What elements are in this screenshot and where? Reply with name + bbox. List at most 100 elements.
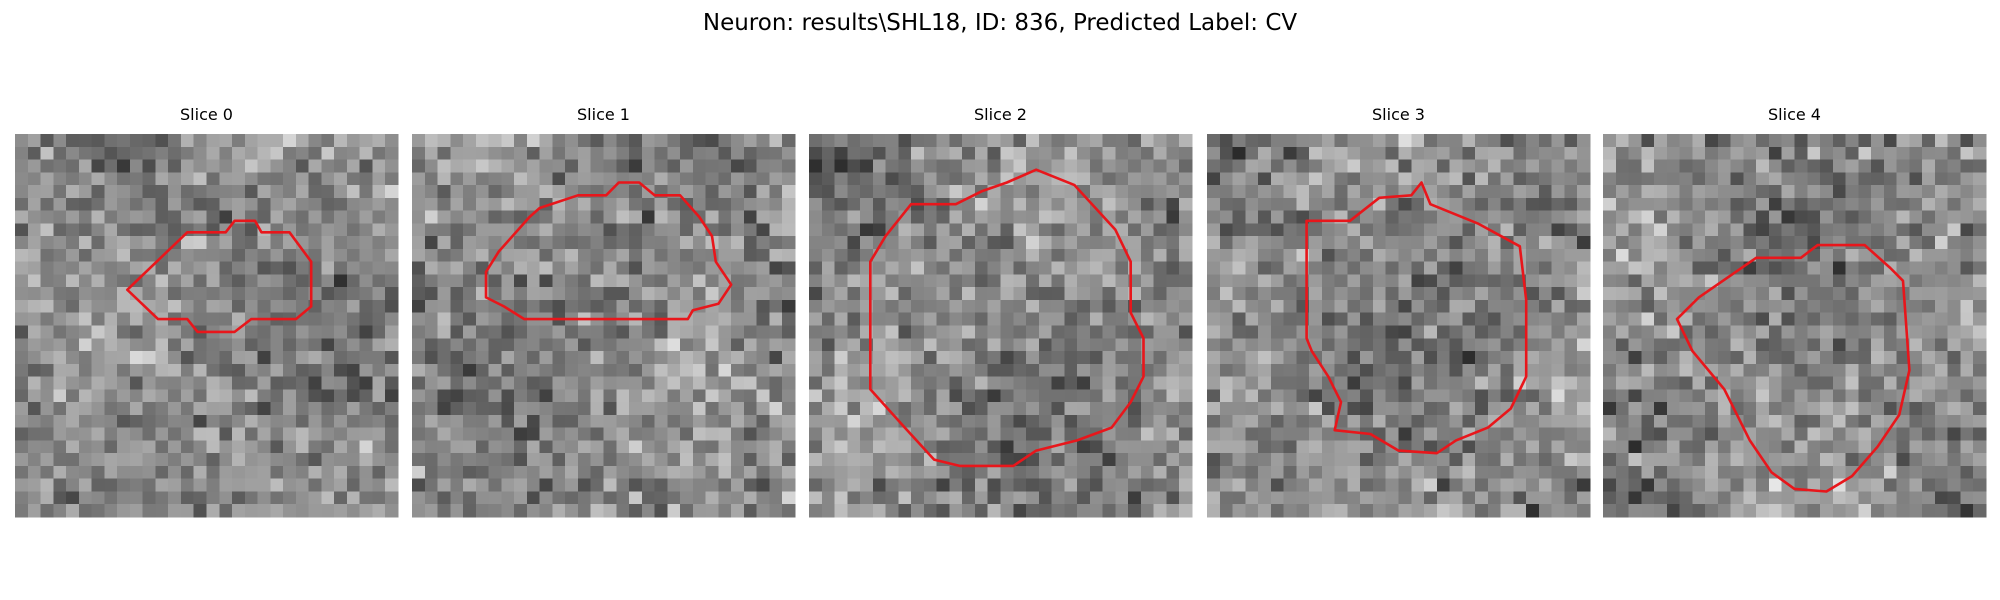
pixel <box>847 274 861 288</box>
pixel <box>1219 197 1234 212</box>
pixel <box>514 338 528 352</box>
pixel <box>821 491 836 505</box>
pixel <box>40 134 54 148</box>
pixel <box>1832 299 1847 314</box>
pixel <box>1947 414 1962 429</box>
pixel <box>1038 159 1053 173</box>
pixel <box>1692 414 1706 429</box>
pixel <box>1692 465 1706 480</box>
pixel <box>385 363 399 378</box>
pixel <box>565 427 579 441</box>
pixel <box>1947 236 1962 250</box>
pixel <box>629 248 643 263</box>
pixel <box>1283 427 1297 441</box>
pixel <box>475 363 490 378</box>
pixel <box>809 146 823 161</box>
pixel <box>1922 478 1936 493</box>
pixel <box>1730 325 1745 339</box>
pixel <box>834 274 848 288</box>
pixel <box>654 172 668 186</box>
pixel <box>1487 210 1502 224</box>
pixel <box>1513 210 1527 224</box>
pixel <box>1283 389 1297 403</box>
pixel <box>1245 312 1259 327</box>
pixel <box>219 338 233 352</box>
pixel <box>1577 453 1591 467</box>
pixel <box>629 134 643 148</box>
pixel <box>1603 312 1617 327</box>
pixel <box>809 261 823 276</box>
pixel <box>1219 465 1234 480</box>
pixel <box>244 453 259 467</box>
pixel <box>885 402 899 416</box>
pixel <box>1794 274 1808 288</box>
pixel <box>53 363 67 378</box>
pixel <box>514 299 528 314</box>
pixel <box>1245 389 1259 403</box>
pixel <box>1140 389 1155 403</box>
pixel <box>1934 299 1949 314</box>
pixel <box>616 236 630 250</box>
pixel <box>769 197 783 212</box>
pixel <box>129 185 144 199</box>
pixel <box>1500 287 1514 301</box>
pixel <box>91 146 105 161</box>
pixel <box>1551 325 1566 339</box>
pixel <box>809 465 823 480</box>
pixel <box>936 223 951 237</box>
pixel <box>847 376 861 390</box>
pixel <box>1296 197 1310 212</box>
pixel <box>1807 223 1821 237</box>
pixel <box>346 223 361 237</box>
pixel <box>1743 363 1757 378</box>
pixel <box>1309 185 1323 199</box>
pixel <box>1000 491 1014 505</box>
pixel <box>1832 351 1847 365</box>
pixel <box>1245 210 1259 224</box>
pixel <box>565 414 579 429</box>
pixel <box>898 376 912 390</box>
pixel <box>501 351 515 365</box>
pixel <box>1077 478 1091 493</box>
pixel <box>1179 453 1193 467</box>
pixel <box>1038 236 1053 250</box>
pixel <box>1526 363 1540 378</box>
pixel <box>1513 287 1527 301</box>
pixel <box>1603 465 1617 480</box>
pixel <box>1347 134 1361 148</box>
pixel <box>501 402 515 416</box>
pixel <box>1347 185 1361 199</box>
pixel <box>1743 325 1757 339</box>
pixel <box>53 414 67 429</box>
pixel <box>372 414 386 429</box>
pixel <box>898 389 912 403</box>
pixel <box>1717 236 1732 250</box>
pixel <box>1896 236 1910 250</box>
pixel <box>1051 504 1065 518</box>
pixel <box>1960 389 1974 403</box>
pixel <box>1270 440 1285 454</box>
pixel <box>1475 159 1489 173</box>
pixel <box>27 414 42 429</box>
pixel <box>526 287 541 301</box>
pixel <box>1807 338 1821 352</box>
pixel <box>1845 351 1859 365</box>
pixel <box>15 185 29 199</box>
pixel <box>847 402 861 416</box>
pixel <box>1947 146 1962 161</box>
pixel <box>654 414 668 429</box>
pixel <box>1538 210 1553 224</box>
pixel <box>1372 248 1387 263</box>
pixel <box>1166 159 1180 173</box>
pixel <box>987 172 1002 186</box>
pixel <box>1845 389 1859 403</box>
pixel <box>692 274 707 288</box>
pixel <box>232 299 246 314</box>
pixel <box>1794 261 1808 276</box>
pixel <box>1232 491 1246 505</box>
pixel <box>1705 185 1719 199</box>
pixel <box>1564 236 1578 250</box>
pixel <box>40 172 54 186</box>
pixel <box>834 478 848 493</box>
pixel <box>334 363 348 378</box>
